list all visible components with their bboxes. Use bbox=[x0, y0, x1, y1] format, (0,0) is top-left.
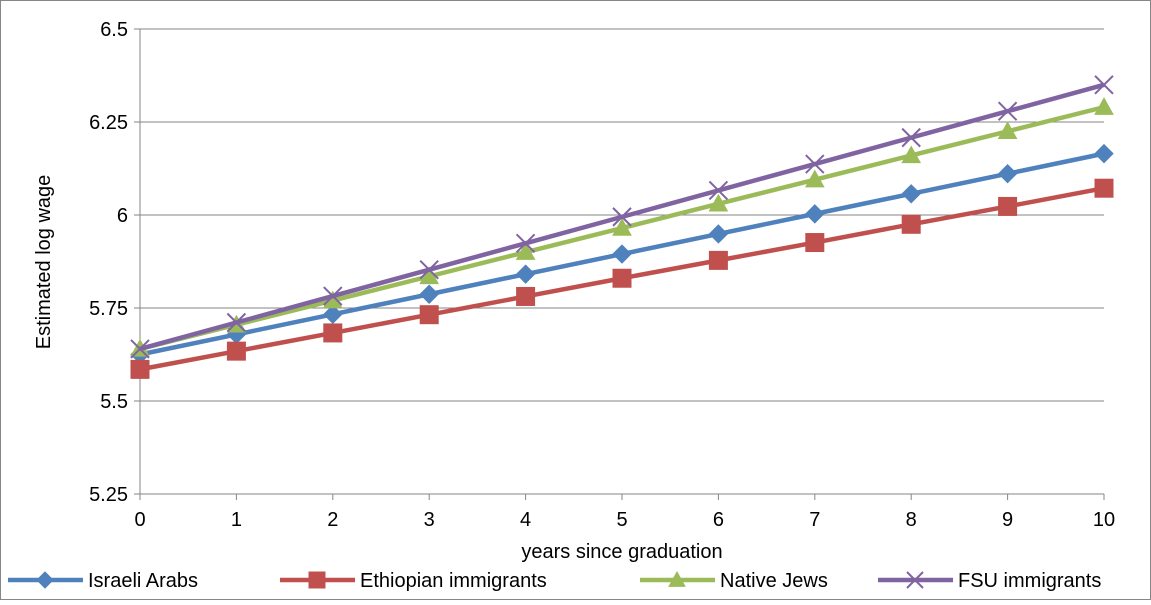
data-point-x bbox=[901, 127, 921, 148]
legend-item: Native Jews bbox=[640, 570, 828, 592]
legend-label: Ethiopian immigrants bbox=[360, 570, 547, 592]
data-point-x bbox=[708, 180, 729, 201]
data-point-square bbox=[308, 571, 326, 589]
data-point-square bbox=[516, 286, 536, 306]
data-point-square bbox=[612, 268, 632, 288]
data-point-diamond bbox=[708, 224, 729, 244]
data-point-x-stroke bbox=[612, 207, 632, 227]
data-point-triangle bbox=[1094, 97, 1114, 115]
data-point-x-stroke bbox=[997, 101, 1018, 121]
data-point-x bbox=[612, 207, 632, 227]
data-point-diamond bbox=[515, 264, 536, 284]
y-tick-label: 5.75 bbox=[89, 298, 128, 320]
data-point-x-stroke bbox=[901, 127, 921, 148]
x-tick-label: 10 bbox=[1093, 509, 1115, 531]
data-point-x bbox=[515, 233, 536, 253]
x-tick-label: 0 bbox=[134, 509, 145, 531]
data-point-x bbox=[906, 571, 924, 589]
x-tick-label: 2 bbox=[327, 509, 338, 531]
y-tick-label: 6.5 bbox=[100, 19, 128, 41]
legend-item: Ethiopian immigrants bbox=[280, 570, 547, 592]
data-point-triangle bbox=[515, 242, 536, 260]
data-point-x bbox=[805, 154, 825, 174]
data-point-triangle bbox=[804, 169, 825, 188]
legend: Israeli Arabs Ethiopian immigrants Native … bbox=[8, 570, 1101, 592]
data-point-square bbox=[226, 341, 246, 361]
data-point-triangle bbox=[997, 121, 1018, 139]
data-point-x-stroke bbox=[515, 233, 536, 253]
data-point-x bbox=[323, 286, 343, 306]
legend-label: Native Jews bbox=[720, 570, 828, 592]
y-tick-label: 6 bbox=[117, 205, 128, 227]
data-point-square bbox=[708, 250, 728, 270]
data-point-diamond bbox=[36, 571, 54, 589]
data-point-x-stroke bbox=[130, 339, 150, 359]
data-point-x bbox=[130, 339, 150, 359]
x-tick-label: 9 bbox=[1002, 509, 1013, 531]
data-point-square bbox=[1094, 178, 1114, 198]
data-point-x bbox=[1094, 75, 1114, 95]
legend-label: FSU immigrants bbox=[958, 570, 1101, 592]
y-tick-label: 5.25 bbox=[89, 484, 128, 506]
data-point-triangle bbox=[668, 570, 686, 587]
data-point-square bbox=[805, 233, 825, 253]
data-point-x-stroke bbox=[323, 286, 343, 306]
x-tick-label: 4 bbox=[520, 509, 531, 531]
y-tick-label: 6.25 bbox=[89, 112, 128, 134]
series-fsu-immigrants bbox=[130, 75, 1114, 359]
data-point-x-stroke bbox=[805, 154, 825, 174]
data-point-square bbox=[130, 359, 150, 379]
data-point-diamond bbox=[323, 304, 343, 325]
y-tick-label: 5.5 bbox=[100, 391, 128, 413]
data-point-diamond bbox=[997, 164, 1018, 184]
axes bbox=[134, 28, 1105, 500]
data-point-x bbox=[226, 312, 247, 333]
x-tick-label: 7 bbox=[809, 509, 820, 531]
data-point-x bbox=[997, 101, 1018, 121]
series-ethiopian-immigrants bbox=[130, 178, 1114, 379]
data-point-x-stroke bbox=[708, 180, 729, 201]
data-point-diamond bbox=[612, 244, 632, 264]
data-point-diamond bbox=[1094, 143, 1114, 164]
data-point-x-stroke bbox=[1094, 75, 1114, 95]
y-axis-title: Estimated log wage bbox=[33, 175, 55, 350]
data-point-diamond bbox=[901, 184, 921, 204]
x-tick-label: 6 bbox=[713, 509, 724, 531]
x-tick-label: 5 bbox=[616, 509, 627, 531]
data-point-diamond bbox=[805, 204, 825, 224]
legend-item: FSU immigrants bbox=[878, 570, 1101, 592]
x-tick-label: 1 bbox=[231, 509, 242, 531]
data-point-square bbox=[901, 214, 921, 234]
x-tick-label: 3 bbox=[424, 509, 435, 531]
data-point-triangle bbox=[901, 145, 922, 164]
legend-label: Israeli Arabs bbox=[88, 570, 198, 592]
legend-item: Israeli Arabs bbox=[8, 570, 198, 592]
series-lines bbox=[130, 75, 1114, 379]
data-point-x bbox=[419, 259, 439, 280]
data-point-x-stroke bbox=[419, 259, 439, 280]
data-point-square bbox=[998, 196, 1018, 216]
x-tick-label: 8 bbox=[906, 509, 917, 531]
data-point-x-stroke bbox=[906, 571, 924, 589]
data-point-x-stroke bbox=[226, 312, 247, 333]
tick-labels: 5.25 5.5 5.75 6 6.25 6.5 0 1 2 3 4 5 6 7 8 9 10 bbox=[89, 19, 1115, 531]
data-point-square bbox=[323, 323, 343, 343]
data-point-triangle bbox=[612, 217, 632, 236]
data-point-square bbox=[419, 305, 439, 325]
data-point-diamond bbox=[419, 284, 439, 304]
data-point-triangle bbox=[708, 193, 729, 212]
x-axis-title: years since graduation bbox=[521, 541, 722, 563]
